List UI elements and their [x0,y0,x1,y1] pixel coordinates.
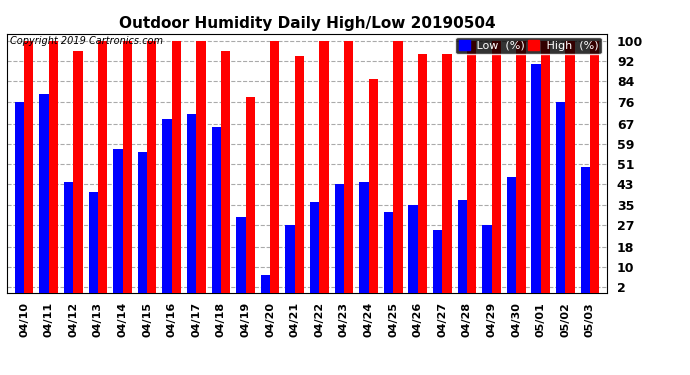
Legend:  Low  (%),  High  (%): Low (%), High (%) [455,37,602,54]
Bar [24,41,34,292]
Bar [172,41,181,292]
Bar [64,182,73,292]
Bar [162,119,172,292]
Bar [261,275,270,292]
Bar [408,205,417,292]
Bar [246,96,255,292]
Bar [88,192,98,292]
Bar [270,41,279,292]
Bar [507,177,516,292]
Bar [98,41,107,292]
Bar [516,41,526,292]
Bar [236,217,246,292]
Bar [393,41,402,292]
Bar [457,200,467,292]
Bar [73,51,83,292]
Title: Outdoor Humidity Daily High/Low 20190504: Outdoor Humidity Daily High/Low 20190504 [119,16,495,31]
Bar [467,41,476,292]
Bar [113,149,123,292]
Bar [384,212,393,292]
Bar [491,41,501,292]
Bar [565,41,575,292]
Bar [49,41,58,292]
Bar [433,230,442,292]
Text: Copyright 2019 Cartronics.com: Copyright 2019 Cartronics.com [10,36,163,46]
Bar [590,41,600,292]
Bar [368,79,378,292]
Bar [295,56,304,292]
Bar [344,41,353,292]
Bar [212,127,221,292]
Bar [39,94,49,292]
Bar [556,102,565,292]
Bar [359,182,368,292]
Bar [286,225,295,292]
Bar [147,41,157,292]
Bar [123,41,132,292]
Bar [531,64,541,292]
Bar [138,152,147,292]
Bar [310,202,319,292]
Bar [580,167,590,292]
Bar [482,225,491,292]
Bar [197,41,206,292]
Bar [187,114,197,292]
Bar [417,54,427,292]
Bar [541,41,550,292]
Bar [14,102,24,292]
Bar [319,41,328,292]
Bar [221,51,230,292]
Bar [442,54,452,292]
Bar [335,184,344,292]
